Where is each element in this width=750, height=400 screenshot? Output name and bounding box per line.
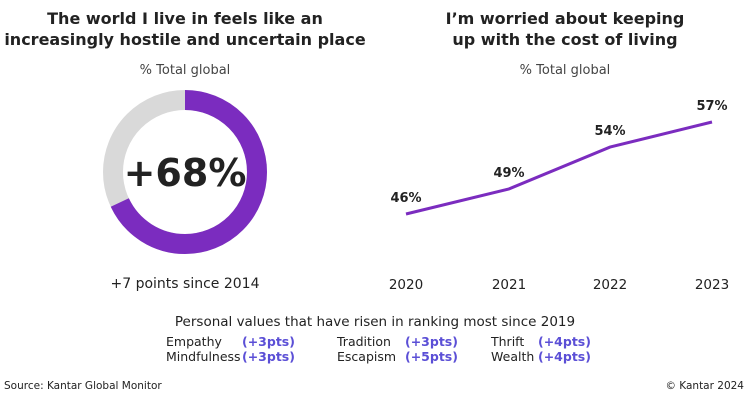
x-tick-label: 2023 <box>695 277 729 293</box>
copyright: © Kantar 2024 <box>665 380 744 392</box>
value-change: (+4pts) <box>538 334 591 349</box>
left-subtitle: % Total global <box>139 63 231 78</box>
line-chart: 46% 2020 49% 2021 54% 2022 57% 2023 <box>389 99 729 293</box>
left-title-line: The world I live in feels like an <box>47 9 323 28</box>
right-title: I’m worried about keeping up with the co… <box>380 8 750 50</box>
value-name: Wealth <box>491 349 535 364</box>
x-tick-label: 2021 <box>492 277 526 293</box>
value-name: Empathy <box>166 334 222 349</box>
right-title-line: up with the cost of living <box>452 30 678 49</box>
charts-svg: +68% 46% 2020 49% 2021 54% 2022 57% 2023 <box>103 90 729 293</box>
value-change: (+3pts) <box>242 349 295 364</box>
series-line <box>405 120 713 216</box>
left-caption: +7 points since 2014 <box>110 276 260 292</box>
right-title-line: I’m worried about keeping <box>445 9 685 28</box>
value-name: Tradition <box>337 334 391 349</box>
donut-segment <box>103 90 267 254</box>
left-title-line: increasingly hostile and uncertain place <box>4 30 366 49</box>
value-name: Mindfulness <box>166 349 241 364</box>
value-change: (+5pts) <box>405 349 458 364</box>
value-change: (+3pts) <box>242 334 295 349</box>
value-change: (+4pts) <box>538 349 591 364</box>
right-subtitle: % Total global <box>519 63 611 78</box>
source-note: Source: Kantar Global Monitor <box>4 380 162 392</box>
left-title: The world I live in feels like an increa… <box>0 8 370 50</box>
value-name: Escapism <box>337 349 397 364</box>
donut-center-label: +68% <box>124 151 247 195</box>
x-tick-label: 2020 <box>389 277 423 293</box>
data-label: 54% <box>594 124 625 139</box>
value-change: (+3pts) <box>405 334 458 349</box>
data-label: 49% <box>493 166 524 181</box>
value-name: Thrift <box>491 334 525 349</box>
x-tick-label: 2022 <box>593 277 627 293</box>
data-label: 57% <box>696 99 727 114</box>
data-label: 46% <box>390 191 421 206</box>
values-heading: Personal values that have risen in ranki… <box>174 314 576 330</box>
